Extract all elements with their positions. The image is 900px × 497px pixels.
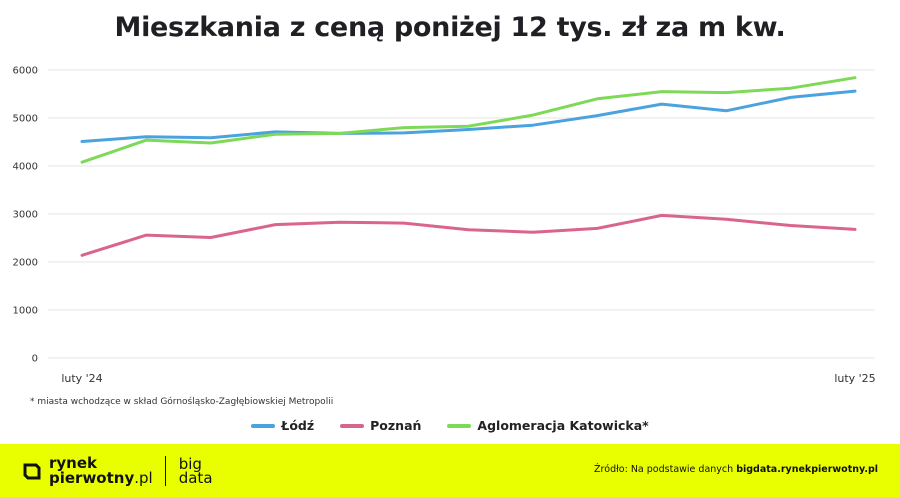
chart-footnote: * miasta wchodzące w skład Górnośląsko-Z… bbox=[30, 397, 334, 407]
y-axis-ticks: 0 1000 2000 3000 4000 5000 6000 bbox=[13, 66, 38, 365]
legend-swatch-katowice bbox=[447, 423, 472, 428]
y-tick-label: 6000 bbox=[13, 66, 38, 77]
legend-swatch-poznan bbox=[340, 423, 365, 428]
brand-logo[interactable]: rynek pierwotny.pl big data bbox=[22, 454, 213, 488]
footer-bar: rynek pierwotny.pl big data Źródło: Na p… bbox=[0, 444, 900, 497]
series-line-0 bbox=[80, 89, 857, 143]
y-tick-label: 5000 bbox=[13, 114, 38, 125]
y-tick-label: 1000 bbox=[13, 306, 38, 317]
x-axis-ticks: luty '24 luty '25 bbox=[61, 372, 875, 385]
legend-item-lodz: Łódź bbox=[251, 418, 314, 433]
logo-divider bbox=[164, 456, 166, 486]
x-tick-label: luty '24 bbox=[61, 372, 102, 385]
logo-line2-domain: .pl bbox=[134, 469, 153, 487]
source-prefix: Źródło: Na podstawie danych bbox=[594, 464, 737, 475]
x-tick-label: luty '25 bbox=[834, 372, 875, 385]
chart-series bbox=[80, 76, 857, 257]
y-tick-label: 0 bbox=[32, 354, 38, 365]
source-note: Źródło: Na podstawie danych bigdata.ryne… bbox=[594, 464, 878, 475]
logo-line1: rynek bbox=[49, 454, 98, 472]
chart-legend: Łódź Poznań Aglomeracja Katowicka* bbox=[0, 418, 900, 433]
y-tick-label: 3000 bbox=[13, 210, 38, 221]
legend-label-lodz: Łódź bbox=[281, 418, 315, 433]
chart-grid bbox=[48, 69, 875, 359]
logo-wordmark: rynek pierwotny.pl bbox=[49, 456, 153, 486]
logo-mark-icon bbox=[22, 461, 42, 481]
legend-label-katowice: Aglomeracja Katowicka* bbox=[477, 418, 649, 433]
series-line-2 bbox=[80, 76, 857, 164]
legend-item-katowice: Aglomeracja Katowicka* bbox=[447, 418, 649, 433]
legend-label-poznan: Poznań bbox=[370, 418, 422, 433]
y-tick-label: 4000 bbox=[13, 162, 38, 173]
legend-swatch-lodz bbox=[251, 423, 276, 428]
logo-sub-line2: data bbox=[178, 469, 213, 487]
source-link[interactable]: bigdata.rynekpierwotny.pl bbox=[736, 464, 878, 475]
logo-sub-line1: big bbox=[178, 455, 202, 473]
logo-line2: pierwotny.pl bbox=[49, 471, 153, 486]
chart-title: Mieszkania z ceną poniżej 12 tys. zł za … bbox=[114, 12, 786, 43]
series-line-1 bbox=[80, 213, 857, 257]
logo-line2-main: pierwotny bbox=[49, 469, 135, 487]
y-tick-label: 2000 bbox=[13, 258, 38, 269]
legend-item-poznan: Poznań bbox=[340, 418, 421, 433]
logo-subbrand: big data bbox=[178, 455, 213, 487]
